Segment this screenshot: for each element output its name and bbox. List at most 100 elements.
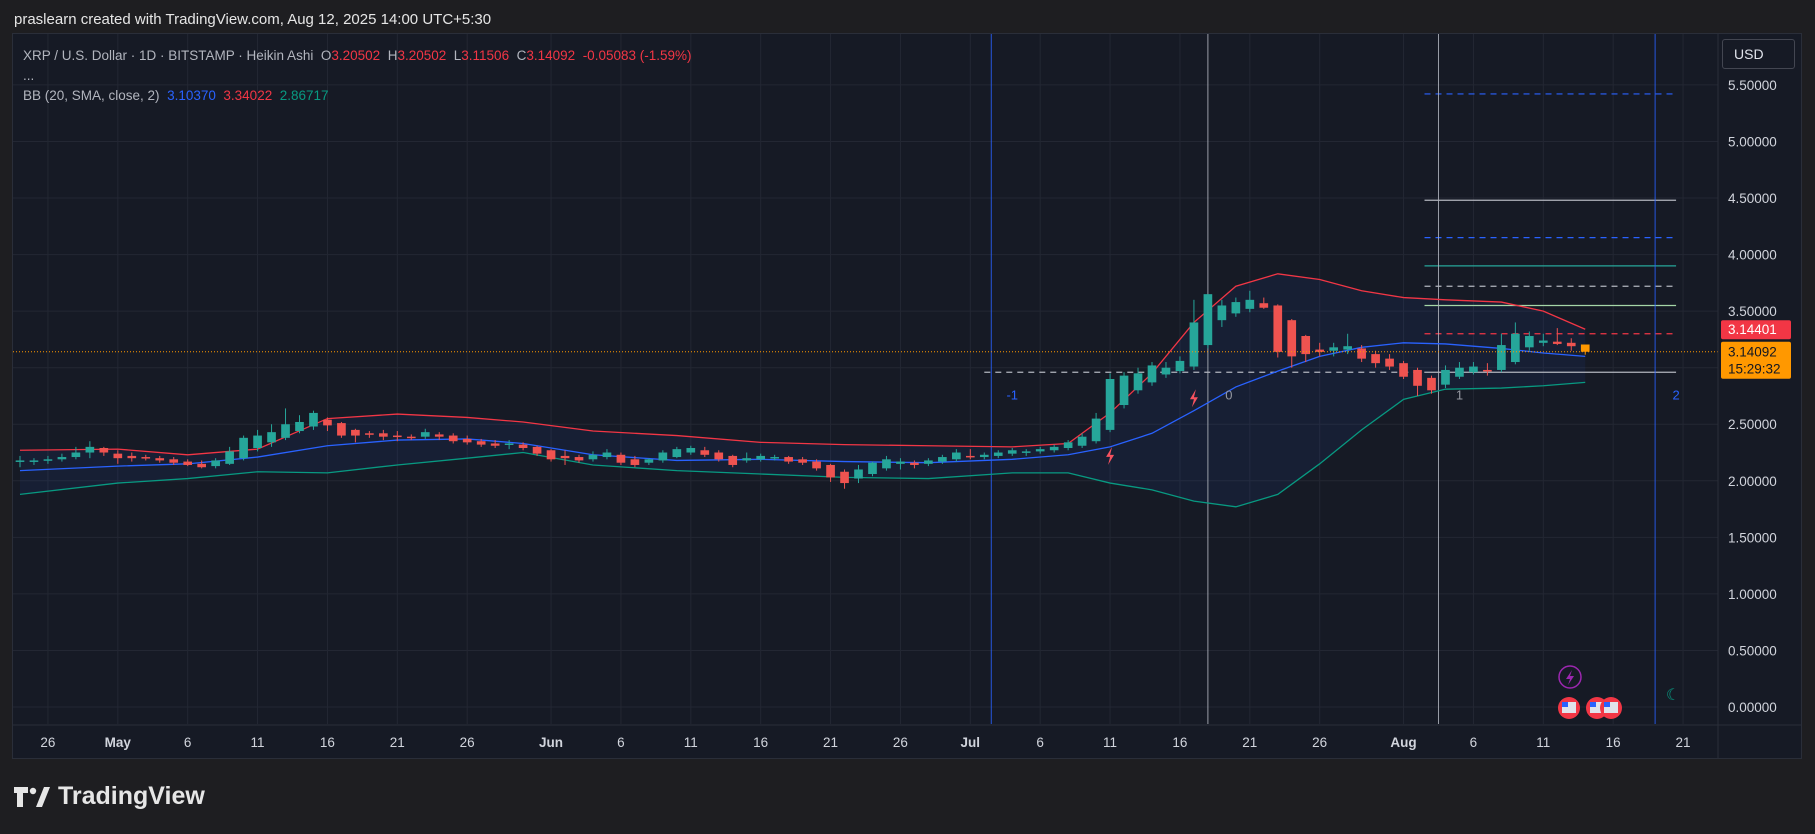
us-flag-icon [1590,702,1596,707]
candle-body [1580,344,1590,352]
candle-body [1483,369,1492,372]
candle-body [183,461,193,465]
us-flag-icon [1562,702,1568,707]
legend-symbol: XRP / U.S. Dollar · 1D · BITSTAMP · Heik… [23,48,314,63]
legend-bb-upper: 3.34022 [223,88,273,103]
last-price-tag [1721,341,1791,379]
bb-lower-line [19,381,1586,508]
price-tags: 3.14401 3.14092 15:29:32 [1721,320,1791,379]
time-tick-label: Jul [961,735,981,750]
candle-body [616,454,626,463]
time-tick-label: 16 [1606,735,1621,750]
candle-body [979,454,989,458]
bollinger-band-lines [19,273,1586,508]
candle-body [1259,303,1269,308]
candle-body [1147,365,1157,383]
candle-body [518,444,528,448]
cycle-label: 0 [1225,387,1232,402]
candle-body [938,457,947,462]
candle-body [560,455,570,459]
candle-body [1217,305,1227,321]
time-tick-label: 11 [1536,735,1550,750]
candle-body [29,460,39,462]
currency-button[interactable]: USD [1722,39,1795,69]
candle-body [1538,340,1548,343]
price-axis: 0.00000 0.50000 1.00000 1.50000 2.00000 2.500… [1728,78,1777,715]
candle-body [1441,369,1450,385]
candle-body [1035,449,1045,452]
event-markers: ☾ [1106,389,1680,719]
candle-body [448,435,458,442]
legend-bb-lower: 2.86717 [279,88,329,103]
legend-high: 3.20502 [397,48,447,63]
candle-body [784,457,793,462]
legend-low: 3.11506 [461,48,510,63]
candle-body [896,461,905,464]
fib-levels [984,93,1677,373]
candle-body [770,457,779,459]
candle-body [1552,341,1562,344]
candle-body [742,458,752,461]
tradingview-logo[interactable]: TradingView [14,782,205,811]
legend-open: 3.20502 [331,48,381,63]
legend-bb-row[interactable]: BB (20, SMA, close, 2) 3.10370 3.34022 2… [23,86,692,106]
time-tick-label: 26 [460,735,475,750]
legend-o-label: O [320,48,332,63]
candle-body [155,458,165,461]
legend-c-label: C [516,48,527,63]
legend-close: 3.14092 [526,48,576,63]
bb-upper-line [19,273,1586,456]
candle-body [868,462,877,475]
candle-body [71,452,81,458]
chart-legend: XRP / U.S. Dollar · 1D · BITSTAMP · Heik… [23,46,692,106]
candle-body [225,451,234,464]
price-tick-label: 1.00000 [1728,587,1777,602]
candle-body [504,443,514,445]
candle-body [239,437,248,459]
price-tick-label: 4.50000 [1728,191,1777,206]
price-tick-label: 0.50000 [1728,643,1777,658]
candle-body [1175,360,1185,372]
time-tick-label: 26 [40,735,55,750]
bb-upper-tag [1721,320,1791,340]
time-tick-label: 21 [1676,735,1691,750]
candle-body [281,424,290,438]
bb-upper-tag-label: 3.14401 [1728,322,1777,337]
us-flag-icon [1590,702,1604,713]
candle-body [1315,349,1325,352]
time-tick-label: Jun [539,735,563,750]
tradingview-logo-icon [14,786,50,807]
candle-body [1357,348,1366,359]
candle-body [574,457,584,461]
candle-body [1566,342,1576,347]
chart-attribution: praslearn created with TradingView.com, … [14,11,492,28]
time-tick-label: 11 [684,735,698,750]
time-tick-label: 6 [1036,735,1044,750]
cycle-vertical-lines [990,34,1656,724]
candle-body [1119,375,1129,406]
candle-body [1343,346,1352,350]
candle-body [406,436,416,439]
candle-body [141,457,151,459]
legend-l-label: L [453,48,462,63]
candle-body [1189,322,1199,367]
legend-more-button[interactable]: ... [23,68,35,83]
candle-body [253,435,262,448]
candle-body [127,455,137,459]
time-tick-label: 6 [617,735,625,750]
bb-basis-line [19,342,1586,472]
chart-frame[interactable] [12,33,1802,759]
lightning-icon [1106,446,1115,465]
candle-body [462,438,472,443]
cycle-label: 2 [1672,387,1679,402]
candle-body [965,455,975,458]
candle-body [840,471,849,484]
price-tick-label: 3.50000 [1728,304,1777,319]
last-price-tag-label: 3.14092 [1728,345,1777,360]
time-tick-label: 6 [1470,735,1478,750]
candle-body [1161,367,1171,375]
time-tick-label: 21 [823,735,838,750]
candle-body [1511,333,1520,363]
candle-body [211,460,220,467]
